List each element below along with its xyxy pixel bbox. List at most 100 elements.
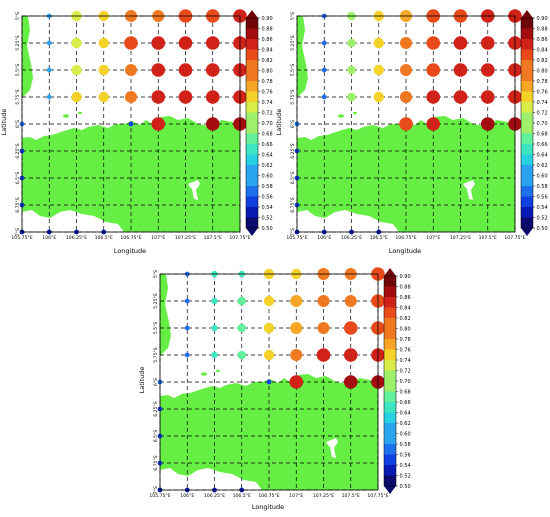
x-tick-label: 107.25°E — [313, 493, 334, 499]
colorbar-tick-label: 0.50 — [400, 484, 411, 490]
y-axis-label: Latitude — [138, 367, 146, 394]
y-axis-label: Latitude — [275, 109, 283, 136]
colorbar-tick-label: 0.54 — [262, 205, 273, 211]
data-point — [237, 323, 247, 333]
data-point — [290, 349, 303, 361]
data-point — [125, 91, 137, 103]
colorbar-tick-label: 0.66 — [262, 142, 273, 148]
x-tick-label: 106°E — [42, 235, 56, 241]
data-point — [373, 37, 384, 49]
x-tick-label: 107.75°E — [229, 235, 250, 241]
colorbar-tick-label: 0.84 — [262, 47, 273, 53]
colorbar-tick-label: 0.90 — [537, 16, 548, 22]
colorbar-tick-label: 0.56 — [400, 452, 411, 458]
colorbar-segment — [246, 175, 258, 187]
x-tick-label: 106°E — [317, 235, 331, 241]
colorbar-segment — [246, 144, 258, 155]
colorbar-segment — [521, 186, 533, 197]
plot-frame — [21, 15, 241, 233]
colorbar-tick-label: 0.80 — [262, 68, 273, 74]
colorbar-segment — [521, 91, 533, 103]
data-point — [316, 348, 331, 362]
colorbar-segment — [521, 112, 533, 124]
colorbar-tick-label: 0.58 — [537, 184, 548, 190]
data-point — [237, 350, 247, 360]
data-point — [266, 379, 272, 385]
y-tick-label: 6.75°S — [290, 197, 296, 213]
data-point — [178, 63, 193, 77]
colorbar-segment — [384, 360, 396, 371]
colorbar-extend-bottom — [384, 486, 396, 494]
x-tick-label: 105.75°E — [11, 235, 32, 241]
data-point — [399, 117, 413, 131]
small-island — [338, 114, 344, 118]
data-point — [347, 38, 356, 48]
y-tick-label: 5°S — [15, 12, 21, 20]
colorbar-segment — [246, 28, 258, 40]
data-point — [453, 90, 468, 104]
colorbar-tick-label: 0.56 — [537, 194, 548, 200]
colorbar-tick-label: 0.78 — [262, 79, 273, 85]
data-point — [205, 117, 220, 131]
colorbar-segment — [384, 381, 396, 392]
map-chart: Latitude Longitude 105.75°E 106°E 106.25°E… — [0, 9, 273, 255]
data-point — [400, 64, 412, 76]
data-point — [205, 63, 220, 77]
x-tick-label: 105.75°E — [286, 235, 307, 241]
data-point — [343, 348, 358, 362]
data-point — [263, 322, 275, 334]
data-point — [453, 36, 468, 50]
lake — [188, 180, 200, 200]
y-tick-label: 5.75°S — [15, 89, 21, 105]
colorbar-tick-label: 0.52 — [262, 215, 273, 221]
data-point — [184, 325, 190, 331]
x-tick-label: 106.75°E — [120, 235, 141, 241]
x-tick-label: 106.5°E — [233, 493, 251, 499]
data-point — [317, 322, 330, 334]
y-tick-label: 6.25°S — [15, 143, 21, 159]
x-tick-label: 107.25°E — [175, 235, 196, 241]
y-tick-label: 5.75°S — [153, 347, 159, 363]
colorbar-segment — [521, 165, 533, 176]
y-tick-label: 5.5°S — [153, 322, 159, 335]
colorbar-segment — [246, 70, 258, 82]
map-chart: Latitude Longitude 105.75°E 106°E 106.25°E… — [275, 9, 548, 255]
colorbar-segment — [521, 154, 533, 166]
data-point — [151, 63, 166, 77]
data-point — [151, 117, 166, 131]
colorbar-segment — [246, 49, 258, 61]
colorbar-tick-label: 0.76 — [537, 89, 548, 95]
land-sumatra — [297, 16, 308, 98]
x-tick-label: 106.5°E — [370, 235, 388, 241]
small-island — [201, 372, 207, 376]
colorbar-tick-label: 0.72 — [537, 110, 548, 116]
x-tick-label: 107.5°E — [342, 493, 360, 499]
land-sumatra — [160, 274, 171, 356]
x-tick-label: 106.25°E — [66, 235, 87, 241]
colorbar-tick-label: 0.76 — [262, 89, 273, 95]
colorbar-tick-label: 0.70 — [400, 379, 411, 385]
colorbar-tick-label: 0.82 — [262, 58, 273, 64]
colorbar-tick-label: 0.80 — [537, 68, 548, 74]
colorbar-tick-label: 0.82 — [400, 316, 411, 322]
small-island — [63, 114, 69, 118]
y-tick-label: 6.5°S — [15, 172, 21, 185]
colorbar-segment — [246, 165, 258, 176]
colorbar: 0.90 0.88 0.86 0.84 0.82 0.80 0.78 0.76 0.74 0.72… — [520, 10, 548, 236]
x-tick-label: 106.25°E — [204, 493, 225, 499]
data-point — [71, 64, 82, 76]
colorbar-tick-label: 0.74 — [400, 358, 411, 364]
plot-area — [294, 9, 522, 235]
colorbar-segment — [521, 39, 533, 50]
map-chart: Latitude Longitude 105.75°E 106°E 106.25°E… — [138, 267, 411, 511]
colorbar-segment — [521, 123, 533, 134]
colorbar-segment — [246, 18, 258, 29]
x-axis-label: Longitude — [252, 503, 284, 511]
x-tick-label: 107.25°E — [450, 235, 471, 241]
small-island — [78, 111, 82, 115]
y-tick-label: 5.5°S — [15, 64, 21, 77]
colorbar-tick-label: 0.60 — [262, 173, 273, 179]
y-tick-label: 7°S — [153, 486, 159, 494]
colorbar-segment — [384, 412, 396, 424]
colorbar-segment — [521, 217, 533, 229]
